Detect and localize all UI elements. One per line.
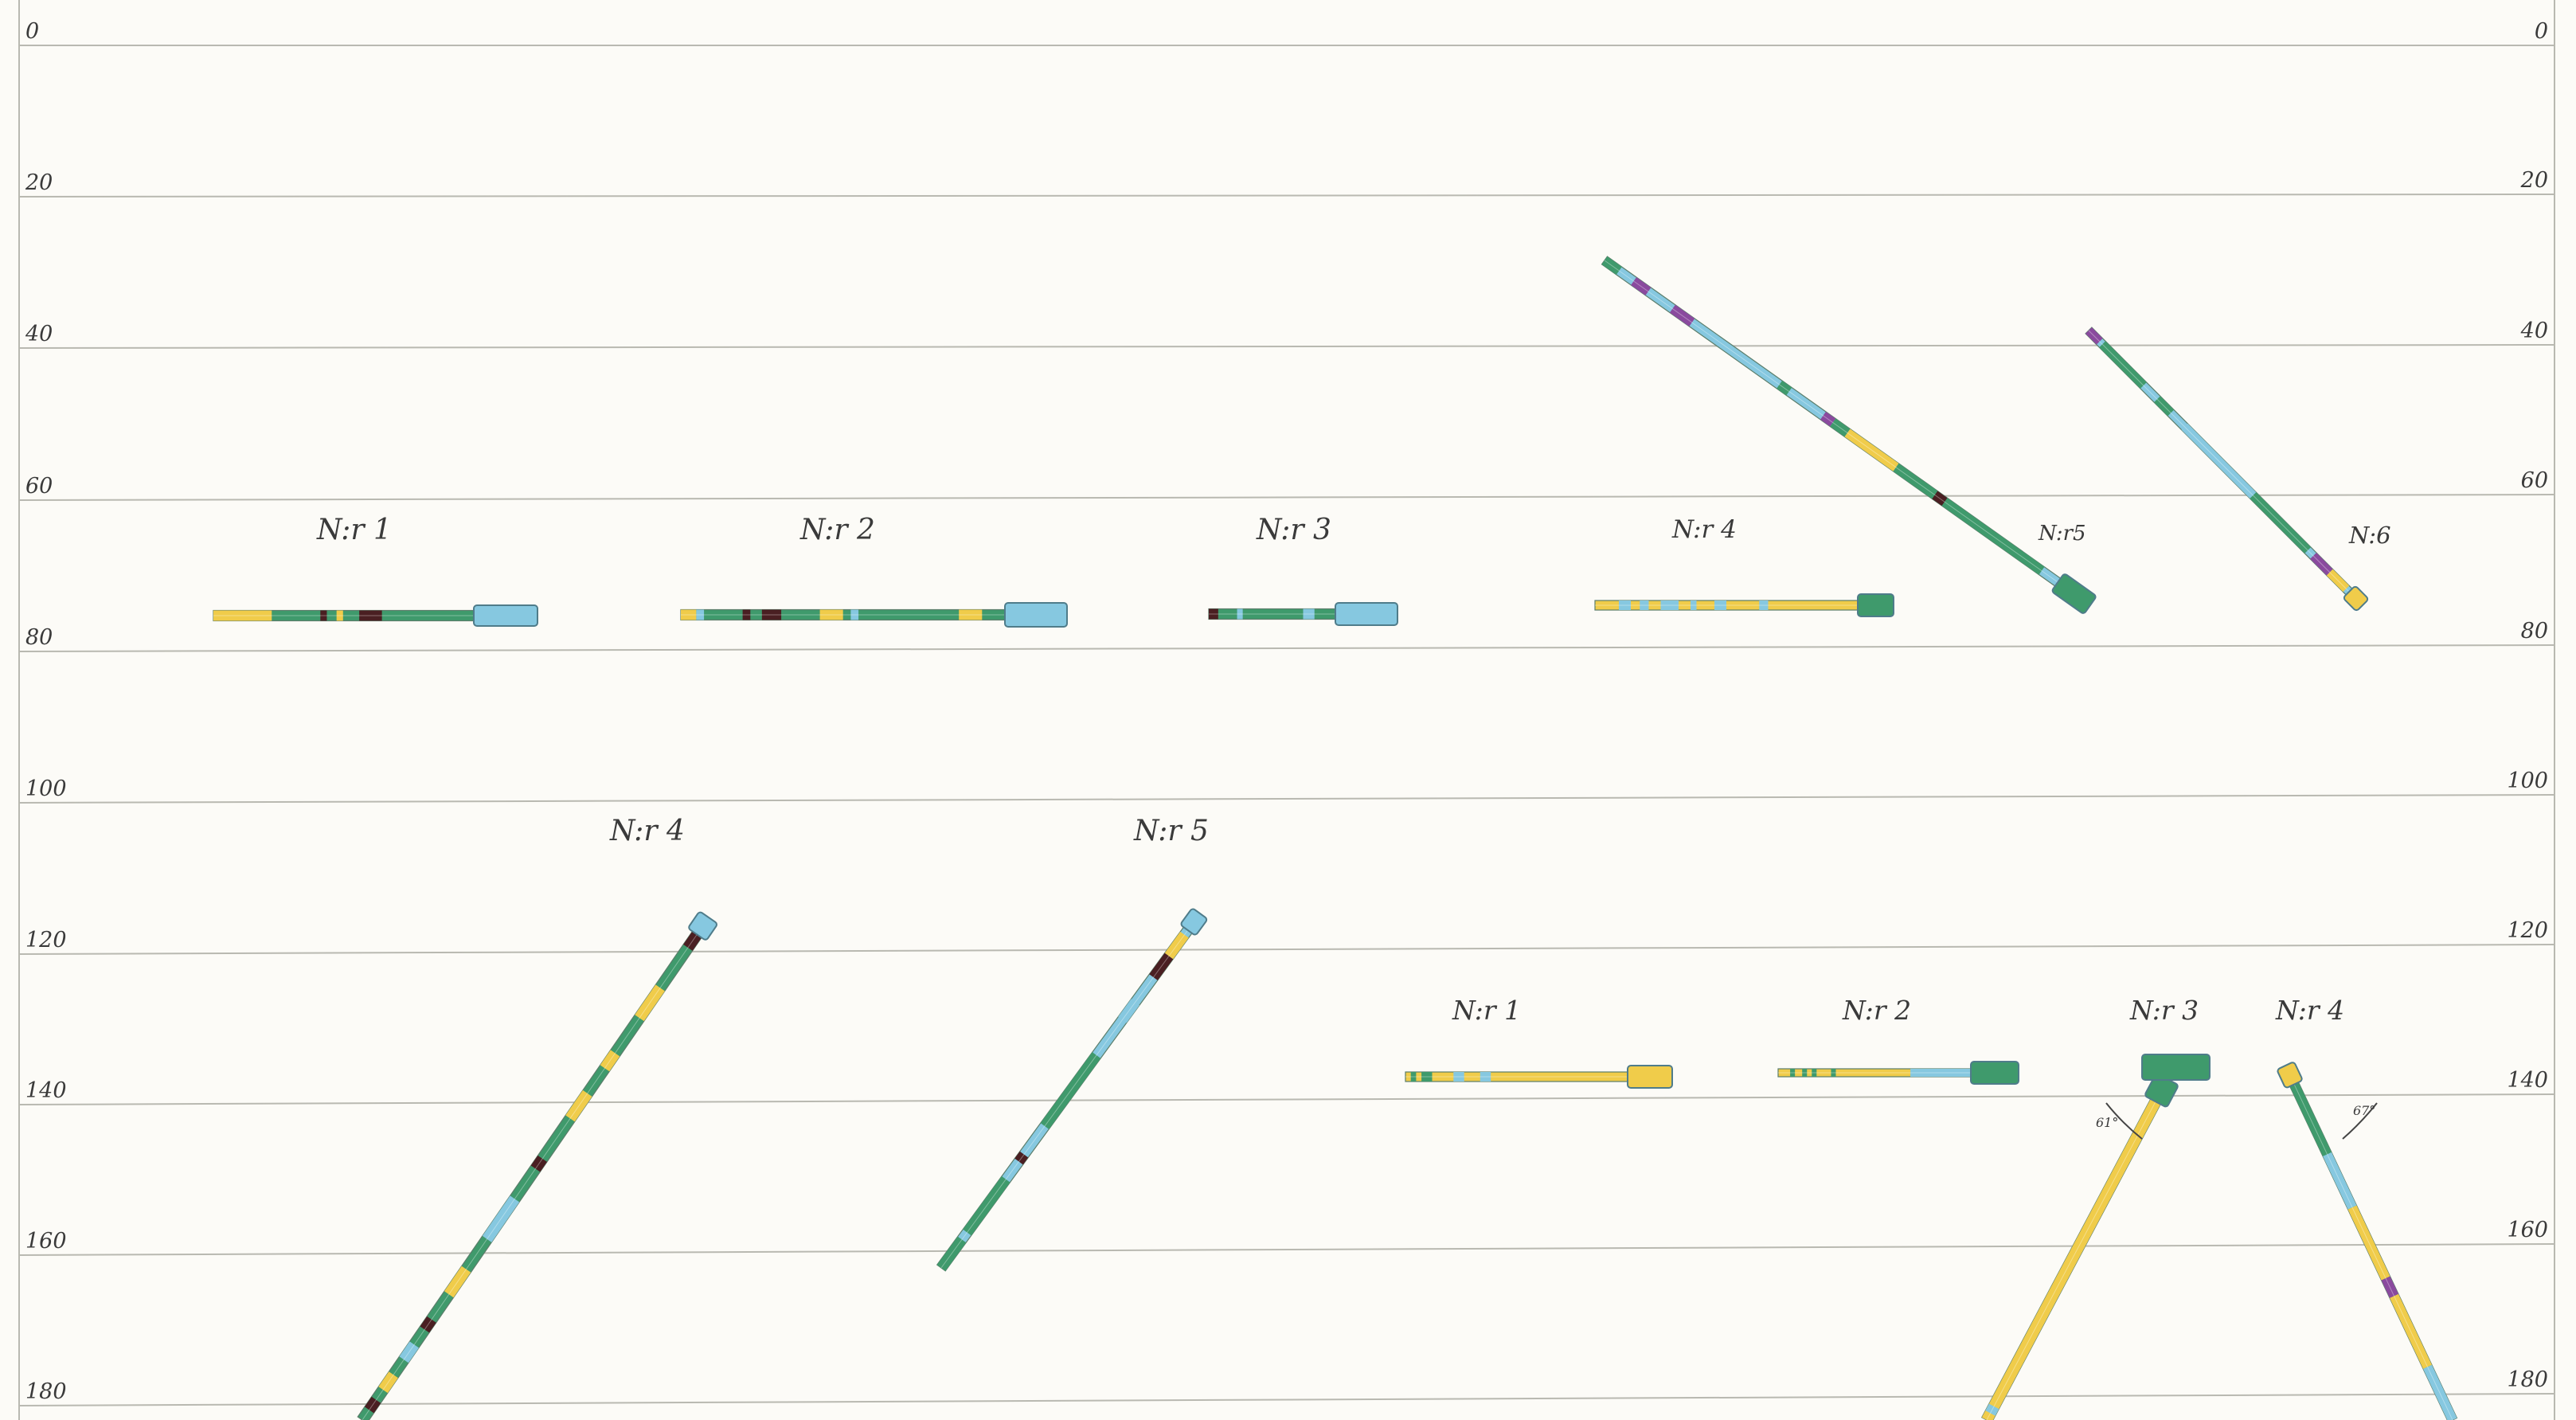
core-upper-5 — [1601, 256, 2097, 614]
core-upper-4 — [1594, 593, 1894, 617]
depth-tick-left: 40 — [25, 322, 53, 346]
label-lower-right-2: N:r 2 — [1842, 995, 1911, 1026]
depth-tick-left: 60 — [25, 474, 53, 499]
label-upper-2: N:r 2 — [799, 514, 875, 546]
label-lower-left-5: N:r 5 — [1133, 815, 1209, 847]
label-lower-right-4: N:r 4 — [2275, 995, 2344, 1026]
depth-gridline — [18, 194, 2555, 198]
depth-gridline — [18, 344, 2555, 349]
depth-tick-left: 100 — [25, 777, 67, 801]
label-upper-1: N:r 1 — [316, 514, 392, 546]
depth-tick-left: 160 — [25, 1229, 67, 1254]
depth-tick-left: 20 — [25, 170, 53, 195]
depth-tick-right: 40 — [2520, 319, 2548, 343]
core-upper-3 — [1208, 602, 1398, 626]
core-lower-right-4 — [2277, 1062, 2458, 1420]
core-upper-1 — [213, 604, 538, 627]
angle-arc-61 — [2105, 1102, 2143, 1140]
depth-tick-right: 100 — [2507, 769, 2548, 793]
depth-tick-right: 60 — [2521, 468, 2548, 493]
depth-tick-right: 20 — [2520, 168, 2548, 193]
depth-tick-left: 120 — [25, 928, 67, 953]
core-lower-right-3-head — [2141, 1054, 2211, 1081]
core-lower-left-5 — [936, 908, 1208, 1272]
label-lower-right-1: N:r 1 — [1452, 995, 1521, 1026]
angle-arc-67 — [2342, 1102, 2378, 1140]
depth-tick-right: 0 — [2535, 19, 2548, 44]
angle-label-67: 67° — [2353, 1103, 2375, 1118]
core-upper-6 — [2085, 327, 2369, 612]
depth-tick-left: 80 — [25, 625, 53, 650]
specimen-layer — [213, 256, 2458, 1420]
depth-tick-right: 160 — [2507, 1218, 2548, 1242]
label-upper-3: N:r 3 — [1256, 514, 1331, 546]
depth-tick-right: 120 — [2507, 918, 2548, 943]
core-lower-right-3 — [1981, 1073, 2179, 1420]
depth-gridline — [18, 644, 2555, 652]
depth-tick-left: 180 — [25, 1379, 67, 1404]
label-lower-left-4: N:r 4 — [609, 815, 685, 847]
depth-tick-left: 140 — [25, 1078, 67, 1103]
label-lower-right-3: N:r 3 — [2129, 995, 2199, 1026]
label-upper-6: N:6 — [2348, 522, 2391, 549]
depth-gridline — [18, 1243, 2555, 1256]
depth-tick-right: 180 — [2507, 1367, 2548, 1392]
depth-gridline — [18, 794, 2555, 804]
depth-tick-right: 140 — [2507, 1068, 2548, 1093]
depth-tick-left: 0 — [25, 19, 39, 44]
angle-label-61: 61° — [2096, 1115, 2118, 1130]
core-lower-right-1 — [1405, 1065, 1673, 1089]
depth-gridline — [18, 944, 2555, 955]
core-lower-left-4 — [357, 911, 717, 1420]
depth-grid: 0 0 20 20 40 40 60 60 80 80 100 100 120 120 140 140 160 1… — [18, 0, 2555, 1420]
depth-tick-right: 80 — [2521, 619, 2548, 643]
depth-gridline — [18, 494, 2555, 501]
core-lower-right-2 — [1777, 1061, 2019, 1085]
depth-gridline — [18, 1393, 2555, 1406]
core-upper-2 — [680, 602, 1068, 628]
depth-gridline — [18, 1093, 2555, 1105]
label-upper-5: N:r5 — [2038, 522, 2086, 546]
label-upper-4: N:r 4 — [1671, 515, 1737, 544]
